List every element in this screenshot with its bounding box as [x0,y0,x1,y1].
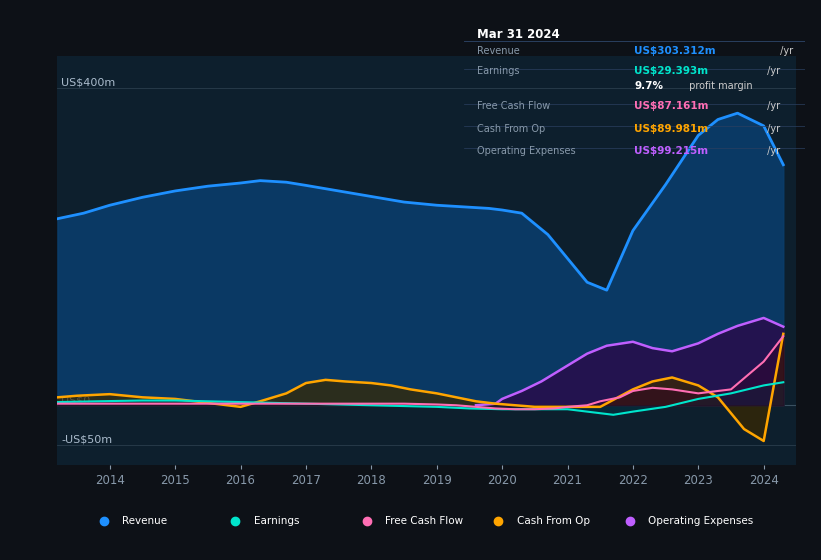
Text: /yr: /yr [764,146,780,156]
Text: US$89.981m: US$89.981m [635,124,709,134]
Text: Earnings: Earnings [478,66,520,76]
Text: profit margin: profit margin [686,81,753,91]
Text: Revenue: Revenue [122,516,167,526]
Text: /yr: /yr [777,45,793,55]
Text: Cash From Op: Cash From Op [516,516,589,526]
Text: US$303.312m: US$303.312m [635,45,716,55]
Text: -US$50m: -US$50m [62,435,112,445]
Text: /yr: /yr [764,124,780,134]
Text: Operating Expenses: Operating Expenses [478,146,576,156]
Text: Revenue: Revenue [478,45,521,55]
Text: Operating Expenses: Operating Expenses [648,516,753,526]
Text: /yr: /yr [764,101,780,111]
Text: US$0: US$0 [62,395,90,405]
Text: Mar 31 2024: Mar 31 2024 [478,28,560,41]
Text: Free Cash Flow: Free Cash Flow [385,516,463,526]
Text: Free Cash Flow: Free Cash Flow [478,101,551,111]
Text: 9.7%: 9.7% [635,81,663,91]
Text: US$99.215m: US$99.215m [635,146,709,156]
Text: US$400m: US$400m [62,78,116,88]
Text: US$87.161m: US$87.161m [635,101,709,111]
Text: Earnings: Earnings [254,516,300,526]
Text: US$29.393m: US$29.393m [635,66,709,76]
Text: /yr: /yr [764,66,780,76]
Text: Cash From Op: Cash From Op [478,124,546,134]
